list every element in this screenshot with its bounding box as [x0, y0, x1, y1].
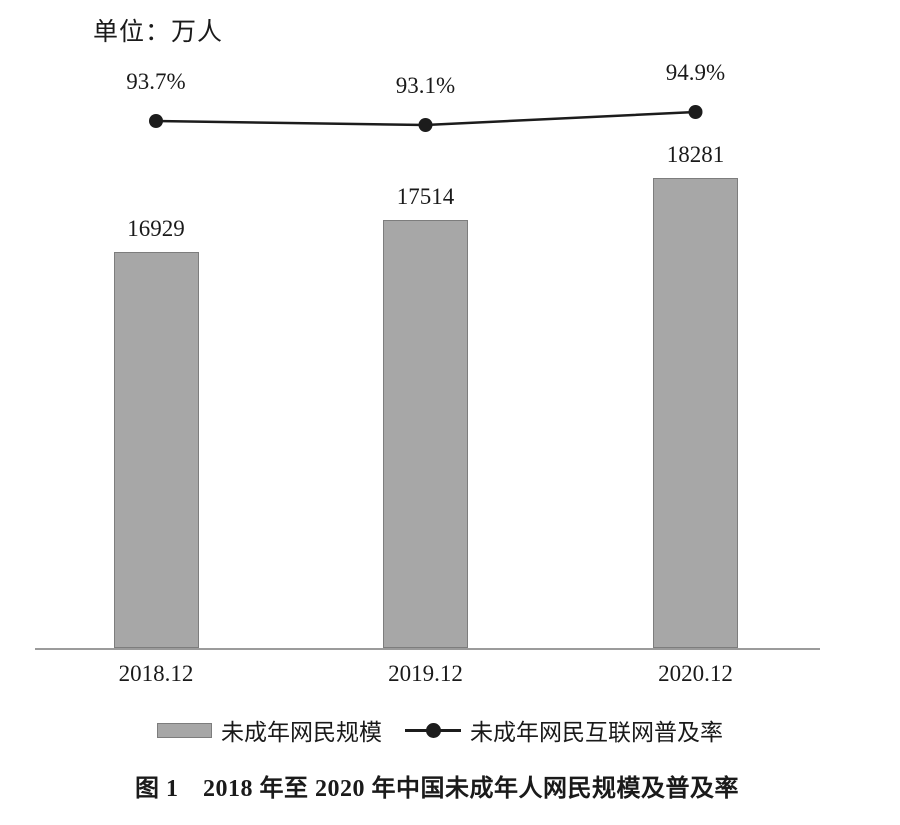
unit-label: 单位：万人 [93, 19, 224, 46]
bar-2020.12 [653, 178, 738, 648]
plot-area: 16929 93.7% 2018.12 17514 93.1% 2019.12 18281 9… [35, 60, 820, 686]
figure-caption: 图 1 2018 年至 2020 年中国未成年人网民规模及普及率 [135, 776, 739, 802]
bar-value-label: 16929 [127, 216, 185, 241]
percent-label: 93.1% [395, 73, 456, 98]
legend-dot-icon [426, 723, 441, 738]
legend-bar-swatch [157, 722, 212, 738]
legend-bar-label: 未成年网民规模 [221, 720, 382, 745]
data-point-dot [688, 105, 703, 119]
bar-value-label: 18281 [666, 142, 725, 167]
bar-2018.12 [113, 252, 199, 648]
bar-value-label: 17514 [396, 184, 455, 209]
trend-line [155, 110, 696, 127]
data-point-dot [418, 118, 433, 132]
legend: 未成年网民规模 未成年网民互联网普及率 [0, 714, 880, 746]
legend-line-marker [405, 722, 461, 738]
percent-label: 93.7% [126, 69, 186, 94]
legend-line-label: 未成年网民互联网普及率 [470, 720, 723, 745]
bar-2019.12 [383, 220, 468, 648]
x-axis-label: 2020.12 [658, 661, 733, 686]
percent-label: 94.9% [665, 60, 726, 85]
x-axis-label: 2018.12 [118, 661, 194, 686]
data-point-dot [149, 114, 163, 128]
x-axis-label: 2019.12 [388, 661, 463, 686]
x-axis-line [35, 648, 820, 650]
